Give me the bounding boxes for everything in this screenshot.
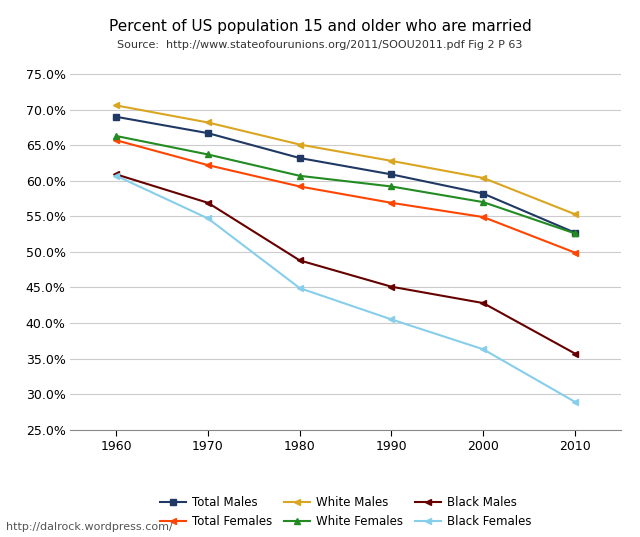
- Legend: Total Males, Total Females, White Males, White Females, Black Males, Black Femal: Total Males, Total Females, White Males,…: [156, 491, 536, 533]
- Text: Percent of US population 15 and older who are married: Percent of US population 15 and older wh…: [109, 19, 531, 34]
- Text: Source:  http://www.stateofourunions.org/2011/SOOU2011.pdf Fig 2 P 63: Source: http://www.stateofourunions.org/…: [117, 40, 523, 50]
- Text: http://dalrock.wordpress.com/: http://dalrock.wordpress.com/: [6, 521, 173, 532]
